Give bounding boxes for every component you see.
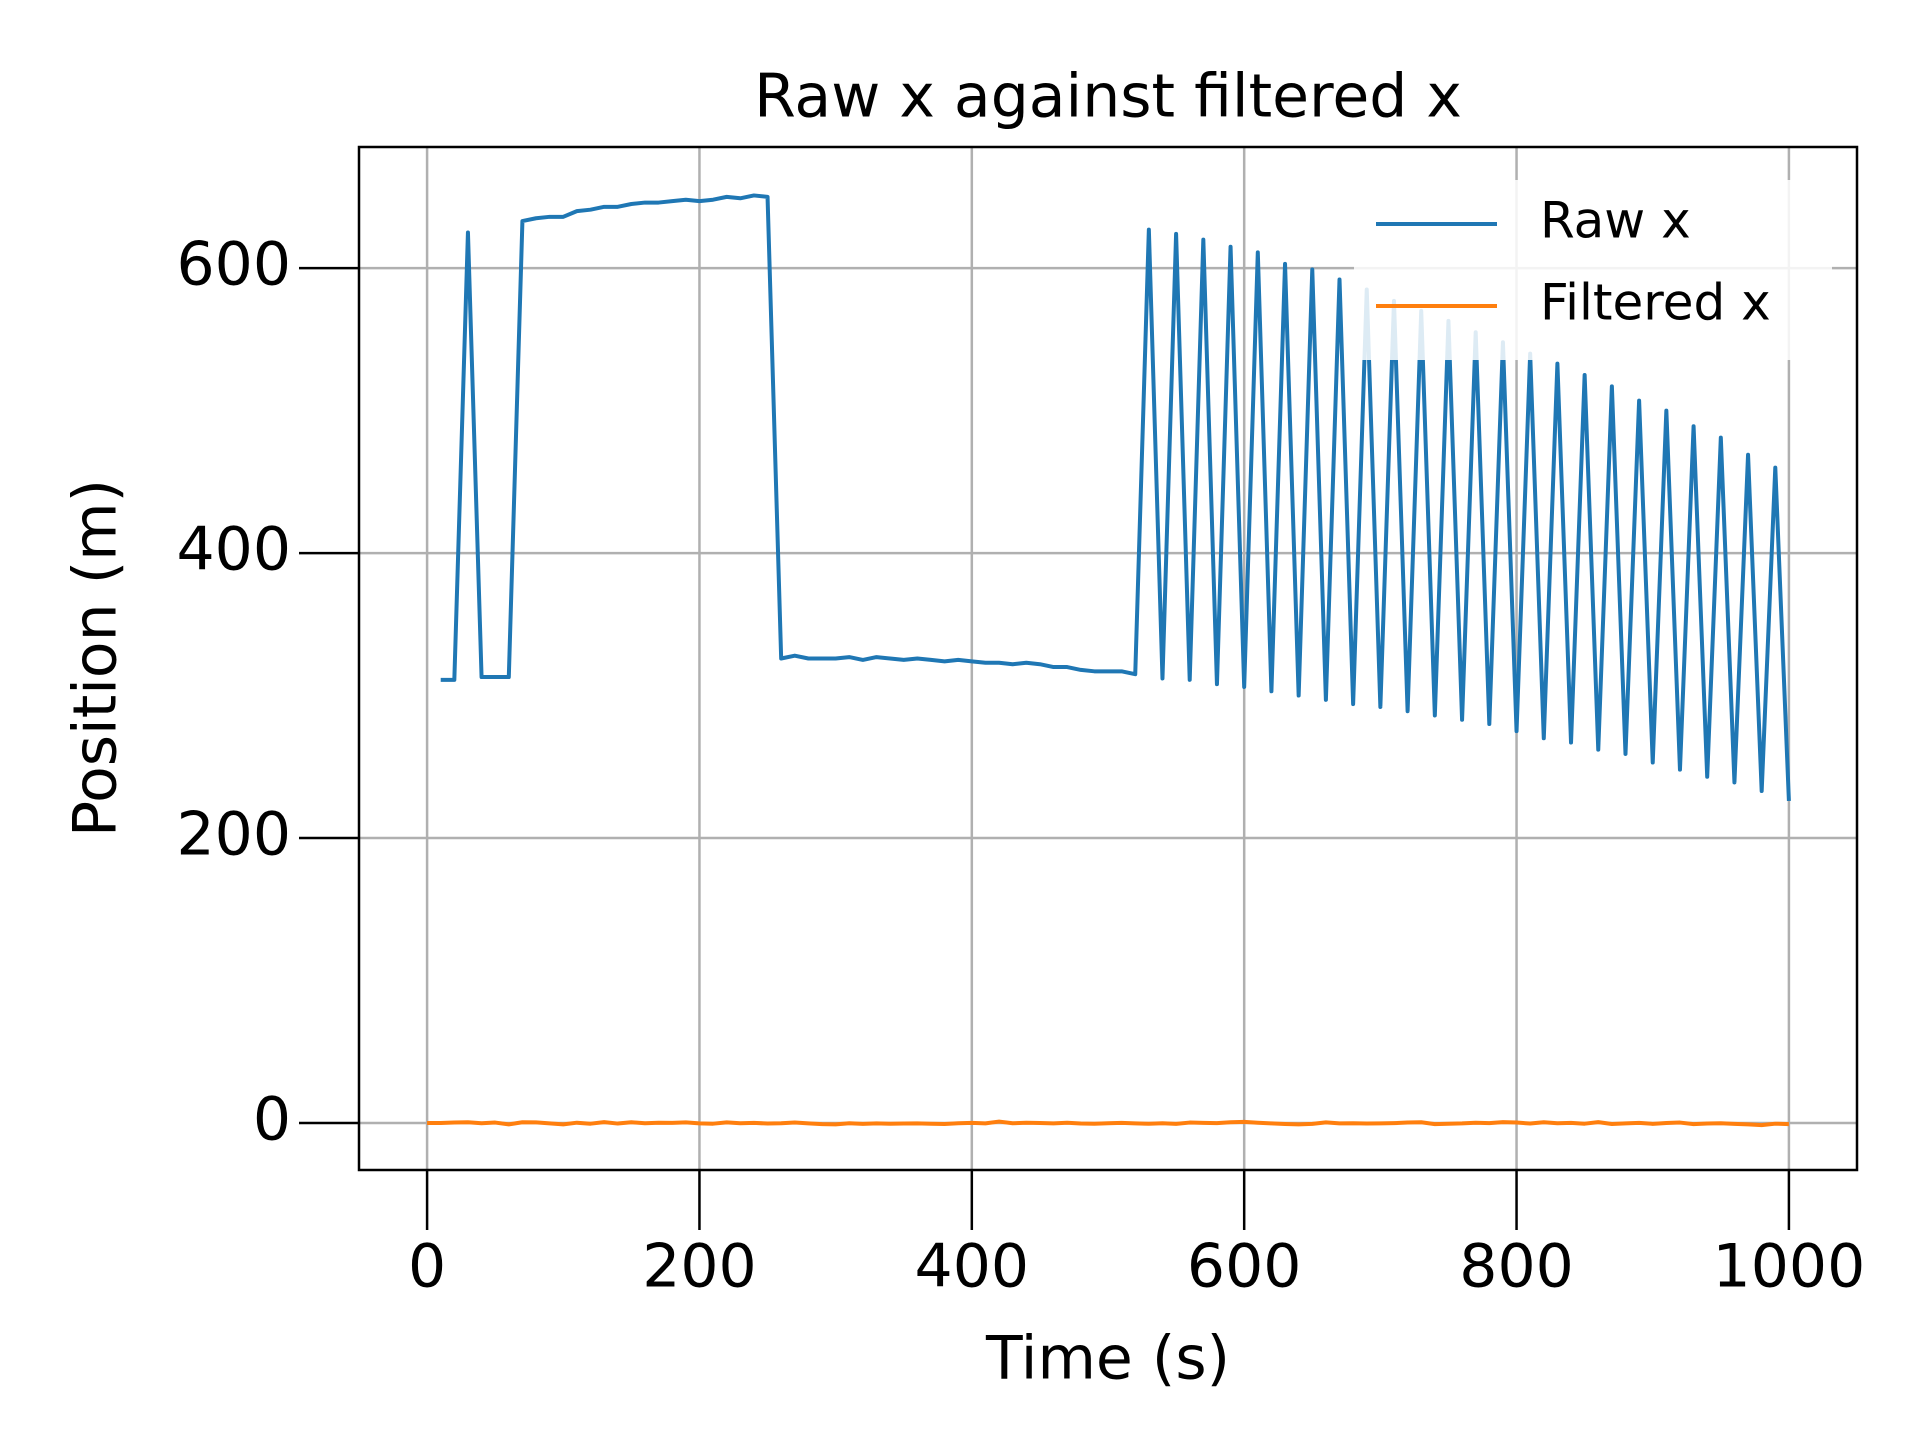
x-tick-label: 0 (408, 1232, 446, 1302)
chart-title: Raw x against filtered x (754, 62, 1462, 132)
x-tick-label: 200 (642, 1232, 757, 1302)
y-tick-label: 0 (253, 1085, 291, 1155)
x-tick-label: 600 (1187, 1232, 1302, 1302)
y-tick-label: 400 (176, 515, 291, 585)
y-tick-label: 200 (176, 800, 291, 870)
data-line (440, 193, 1791, 802)
legend: Raw x Filtered x (1354, 180, 1832, 360)
legend-label: Raw x (1540, 192, 1691, 250)
plot-frame (357, 145, 1859, 1172)
x-axis-label: Time (s) (985, 1324, 1230, 1394)
x-tick-label: 800 (1459, 1232, 1574, 1302)
x-tick-label: 1000 (1713, 1232, 1866, 1302)
x-tick-label: 400 (915, 1232, 1030, 1302)
y-axis-label: Position (m) (61, 479, 131, 837)
legend-label: Filtered x (1540, 274, 1771, 332)
y-tick-label: 600 (176, 230, 291, 300)
data-line (427, 1119, 1789, 1128)
legend-box (1354, 180, 1832, 360)
